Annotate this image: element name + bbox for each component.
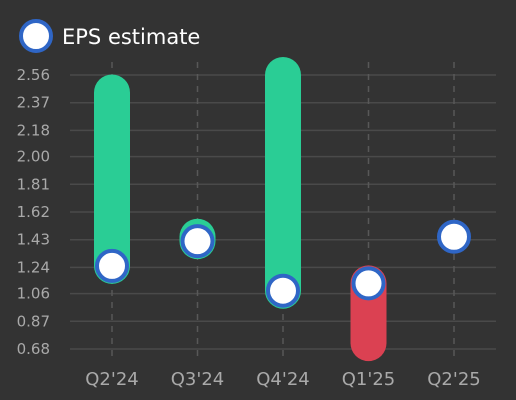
- y-tick-label: 1.06: [17, 285, 50, 303]
- estimate-markers: [95, 219, 471, 308]
- y-tick-label: 1.81: [17, 175, 50, 193]
- y-axis-ticks: 2.56 2.37 2.18 2.00 1.81 1.62 1.43 1.24 1.06 0.87…: [17, 66, 50, 358]
- legend[interactable]: EPS estimate: [19, 19, 200, 53]
- y-tick-label: 0.68: [17, 340, 50, 358]
- legend-label: EPS estimate: [62, 25, 200, 49]
- x-axis-ticks: Q2'24 Q3'24 Q4'24 Q1'25 Q2'25: [85, 369, 480, 390]
- y-tick-label: 2.18: [17, 121, 50, 139]
- x-tick-label: Q4'24: [256, 369, 309, 390]
- beat-bar[interactable]: [94, 74, 130, 284]
- y-tick-label: 1.24: [17, 258, 50, 276]
- y-tick-label: 0.87: [17, 312, 50, 330]
- estimate-marker[interactable]: [180, 224, 215, 259]
- x-tick-label: Q2'24: [85, 369, 138, 390]
- legend-marker-icon: [19, 19, 53, 53]
- estimate-marker[interactable]: [95, 248, 129, 283]
- y-tick-label: 2.37: [17, 94, 50, 112]
- estimate-marker[interactable]: [351, 266, 386, 301]
- estimate-marker[interactable]: [437, 219, 471, 254]
- x-tick-label: Q1'25: [342, 369, 395, 390]
- y-tick-label: 2.00: [17, 148, 50, 166]
- estimate-marker[interactable]: [266, 273, 300, 308]
- y-tick-label: 2.56: [17, 66, 50, 84]
- beat-bar[interactable]: [265, 57, 301, 309]
- y-tick-label: 1.62: [17, 203, 50, 221]
- x-tick-label: Q3'24: [171, 369, 224, 390]
- y-tick-label: 1.43: [17, 231, 50, 249]
- x-tick-label: Q2'25: [427, 369, 480, 390]
